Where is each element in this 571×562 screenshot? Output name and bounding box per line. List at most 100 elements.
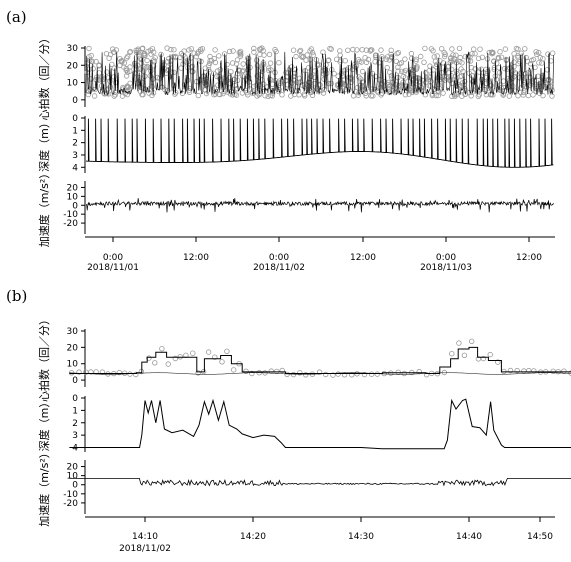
heart-rate-point xyxy=(487,351,493,358)
heart-rate-point xyxy=(431,54,437,60)
heart-rate-point xyxy=(378,47,384,53)
y-tick-label-a-1: 3 xyxy=(72,151,78,161)
heart-rate-point xyxy=(240,61,246,67)
y-tick-label-a-0: 20 xyxy=(67,61,79,71)
heart-rate-point xyxy=(549,93,555,99)
x-tick-label-b: 14:30 xyxy=(348,532,374,542)
y-tick-label-b-2: 10 xyxy=(67,472,79,482)
heart-rate-point xyxy=(268,67,274,73)
heart-rate-point xyxy=(325,57,331,64)
y-tick-label-b-1: 2 xyxy=(72,419,78,429)
heart-rate-point xyxy=(88,369,94,375)
heart-rate-point xyxy=(500,92,506,98)
heart-rate-point xyxy=(511,59,517,65)
heart-rate-point xyxy=(254,73,260,79)
heart-rate-point xyxy=(184,77,191,83)
heart-rate-point xyxy=(462,91,469,97)
heart-rate-point xyxy=(96,63,102,69)
heart-rate-point xyxy=(189,63,196,70)
heart-rate-point xyxy=(133,49,140,56)
y-tick-label-b-1: 3 xyxy=(72,431,78,441)
heart-rate-point xyxy=(124,83,131,89)
heart-rate-point xyxy=(144,63,151,70)
heart-rate-point xyxy=(88,62,94,69)
heart-rate-point xyxy=(303,57,309,63)
x-tick-label-b: 14:40 xyxy=(456,532,482,542)
heart-rate-point xyxy=(205,349,212,355)
heart-rate-point xyxy=(276,60,282,66)
heart-rate-point xyxy=(530,56,537,63)
heart-rate-point xyxy=(561,368,567,374)
heart-rate-point xyxy=(491,64,498,71)
y-tick-label-a-2: -10 xyxy=(63,210,78,220)
heart-rate-point xyxy=(149,46,156,52)
heart-rate-point xyxy=(513,45,520,52)
heart-rate-point xyxy=(91,93,98,99)
heart-rate-point xyxy=(265,93,271,100)
heart-rate-point xyxy=(345,47,351,53)
heart-rate-point xyxy=(127,80,133,86)
heart-rate-point xyxy=(480,355,487,362)
heart-rate-point xyxy=(172,355,178,362)
heart-rate-point xyxy=(290,371,297,378)
heart-rate-point xyxy=(286,66,293,73)
heart-rate-point xyxy=(291,73,297,80)
heart-rate-point xyxy=(272,69,278,76)
heart-rate-point xyxy=(434,53,440,59)
heart-rate-point xyxy=(304,52,310,58)
heart-rate-point xyxy=(338,80,345,86)
heart-rate-point xyxy=(216,53,222,59)
heart-rate-point xyxy=(119,93,126,99)
heart-rate-point xyxy=(489,49,495,55)
heart-rate-point xyxy=(511,73,517,80)
heart-rate-point xyxy=(229,92,236,98)
heart-rate-point xyxy=(293,53,299,60)
heart-rate-point xyxy=(534,51,540,58)
heart-rate-point xyxy=(228,68,234,75)
heart-rate-point xyxy=(299,54,306,60)
heart-rate-point xyxy=(402,91,409,98)
heart-rate-point xyxy=(423,372,430,378)
heart-rate-point xyxy=(530,79,536,86)
heart-rate-point xyxy=(195,370,201,376)
heart-rate-point xyxy=(307,89,313,96)
heart-rate-point xyxy=(362,55,368,61)
heart-rate-point xyxy=(159,346,165,352)
heart-rate-point xyxy=(343,86,349,93)
heart-rate-point xyxy=(402,56,408,62)
heart-rate-point xyxy=(112,92,118,98)
heart-rate-point xyxy=(85,91,91,98)
heart-rate-point xyxy=(337,48,343,54)
heart-rate-point xyxy=(107,78,113,84)
heart-rate-point xyxy=(515,53,521,59)
heart-rate-point xyxy=(423,69,429,76)
y-tick-label-b-2: -10 xyxy=(63,490,78,500)
x-tick-label-b: 14:50 xyxy=(527,532,553,542)
heart-rate-point xyxy=(477,46,483,52)
heart-rate-point xyxy=(139,91,145,98)
heart-rate-point xyxy=(88,76,94,82)
heart-rate-point xyxy=(305,65,312,71)
heart-rate-point xyxy=(143,64,150,71)
heart-rate-point xyxy=(369,47,375,53)
heart-rate-point xyxy=(461,352,468,358)
heart-rate-point xyxy=(495,54,501,61)
y-tick-label-a-0: 10 xyxy=(67,79,79,89)
heart-rate-point xyxy=(188,46,194,52)
heart-rate-point xyxy=(171,69,177,76)
heart-rate-point xyxy=(540,92,546,99)
heart-rate-point xyxy=(267,60,274,66)
heart-rate-point xyxy=(254,62,261,69)
heart-rate-point xyxy=(442,51,448,57)
heart-rate-point xyxy=(428,46,435,52)
heart-rate-point xyxy=(145,48,151,55)
heart-rate-point xyxy=(493,76,500,83)
heart-rate-point xyxy=(317,82,323,88)
heart-rate-point xyxy=(226,48,233,55)
y-tick-label-b-2: 0 xyxy=(72,481,78,491)
heart-rate-point xyxy=(498,84,504,91)
heart-rate-point xyxy=(361,371,368,378)
heart-rate-point xyxy=(409,55,415,61)
heart-rate-point xyxy=(350,46,356,53)
heart-rate-point xyxy=(328,46,334,52)
